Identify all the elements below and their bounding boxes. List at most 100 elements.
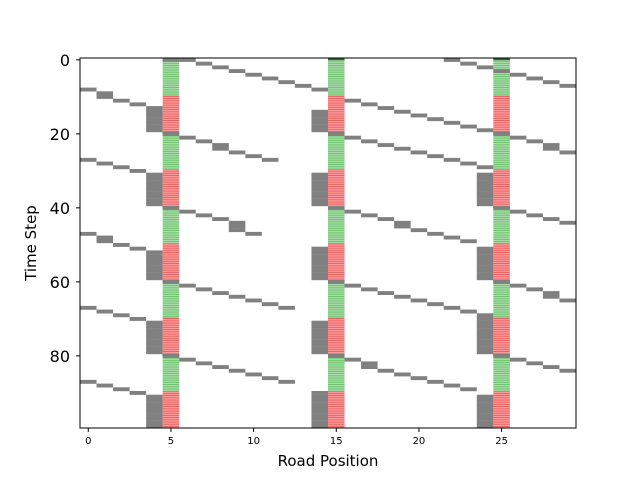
vehicle-cell — [311, 342, 328, 347]
vehicle-cell — [542, 146, 560, 151]
vehicle-cell — [146, 416, 163, 421]
vehicle-cell — [311, 268, 328, 273]
vehicle-cell — [311, 187, 328, 192]
vehicle-cell — [311, 183, 328, 188]
vehicle-cell — [476, 183, 494, 188]
vehicle-cell — [460, 239, 477, 244]
vehicle-cell — [427, 379, 444, 384]
vehicle-cell — [146, 398, 163, 403]
vehicle-cell — [427, 154, 444, 159]
vehicle-cell — [476, 187, 494, 192]
vehicle-cell — [476, 350, 494, 355]
vehicle-cell — [146, 324, 163, 329]
vehicle-cell — [146, 342, 163, 347]
traffic-light-green-start-mark — [328, 58, 345, 61]
traffic-light-red-phase — [328, 169, 345, 206]
vehicle-cell — [278, 80, 295, 85]
vehicle-cell — [476, 339, 494, 344]
vehicle-cell — [344, 98, 362, 103]
vehicle-cell — [311, 335, 328, 340]
vehicle-cell — [476, 328, 494, 332]
vehicle-cell — [179, 135, 196, 140]
vehicle-cell — [559, 298, 576, 303]
vehicle-cell — [96, 235, 114, 240]
vehicle-cell — [476, 416, 494, 421]
vehicle-cell — [311, 409, 328, 414]
vehicle-cell — [113, 387, 130, 392]
vehicle-cell — [261, 302, 279, 307]
vehicle-cell — [377, 291, 395, 295]
vehicle-cell — [146, 257, 163, 262]
vehicle-cell — [113, 98, 130, 103]
vehicle-cell — [476, 276, 494, 281]
traffic-light-red-phase — [162, 391, 180, 428]
vehicle-cell — [476, 335, 494, 340]
vehicle-cell — [80, 87, 97, 92]
vehicle-cell — [476, 405, 494, 410]
vehicle-cell — [146, 250, 163, 255]
vehicle-cell — [427, 302, 444, 307]
vehicle-cell — [559, 83, 576, 88]
vehicle-cell — [460, 161, 477, 166]
vehicle-cell — [129, 246, 147, 251]
vehicle-cell — [377, 106, 395, 110]
vehicle-cell — [146, 268, 163, 273]
vehicle-cell — [460, 309, 477, 314]
vehicle-cell — [509, 209, 527, 214]
vehicle-cell — [361, 287, 378, 292]
vehicle-cell — [146, 180, 163, 184]
vehicle-cell — [311, 413, 328, 418]
vehicle-cell — [311, 350, 328, 355]
x-tick-label: 20 — [413, 436, 426, 447]
vehicle-cell — [311, 405, 328, 410]
vehicle-cell — [311, 394, 328, 399]
vehicle-cell — [245, 372, 262, 377]
vehicle-cell — [476, 128, 494, 133]
vehicle-cell — [311, 191, 328, 196]
traffic-light-red-phase — [162, 169, 180, 206]
traffic-light-red-phase — [493, 317, 510, 354]
vehicle-cell — [476, 313, 494, 318]
vehicle-cell — [146, 124, 163, 129]
vehicle-cell — [96, 95, 114, 99]
traffic-light-green-phase — [162, 58, 180, 95]
vehicle-cell — [146, 320, 163, 325]
vehicle-cell — [245, 231, 262, 236]
vehicle-cell — [195, 361, 213, 366]
vehicle-cell — [542, 143, 560, 147]
y-tick-label: 40 — [50, 199, 70, 218]
vehicle-cell — [311, 328, 328, 332]
vehicle-cell — [228, 69, 246, 73]
vehicle-cell — [311, 120, 328, 125]
vehicle-cell — [146, 424, 163, 428]
vehicle-cell — [146, 272, 163, 277]
vehicle-cell — [80, 305, 97, 310]
vehicle-cell — [361, 139, 378, 144]
vehicle-cell — [460, 124, 477, 129]
vehicle-cell — [460, 387, 477, 392]
vehicle-cell — [311, 324, 328, 329]
vehicle-cell — [212, 217, 229, 221]
vehicle-cell — [113, 313, 130, 318]
vehicle-cell — [394, 146, 411, 151]
vehicle-cell — [526, 361, 543, 366]
vehicle-cell — [377, 368, 395, 373]
vehicle-cell — [427, 117, 444, 122]
vehicle-cell — [146, 120, 163, 125]
y-tick-label: 80 — [50, 347, 70, 366]
vehicle-cell — [361, 365, 378, 369]
vehicle-cell — [146, 198, 163, 203]
vehicle-cell — [460, 61, 477, 66]
vehicle-cell — [228, 368, 246, 373]
vehicle-cell — [311, 320, 328, 325]
vehicle-cell — [146, 405, 163, 410]
vehicle-cell — [344, 357, 362, 362]
vehicle-cell — [311, 128, 328, 133]
vehicle-cell — [493, 354, 510, 358]
x-axis-ticks: 0 5 10 15 20 25 — [85, 428, 508, 447]
vehicle-cell — [476, 402, 494, 406]
vehicle-cell — [476, 398, 494, 403]
vehicle-cell — [476, 250, 494, 255]
vehicle-cell — [179, 58, 196, 62]
vehicle-cell — [311, 272, 328, 277]
